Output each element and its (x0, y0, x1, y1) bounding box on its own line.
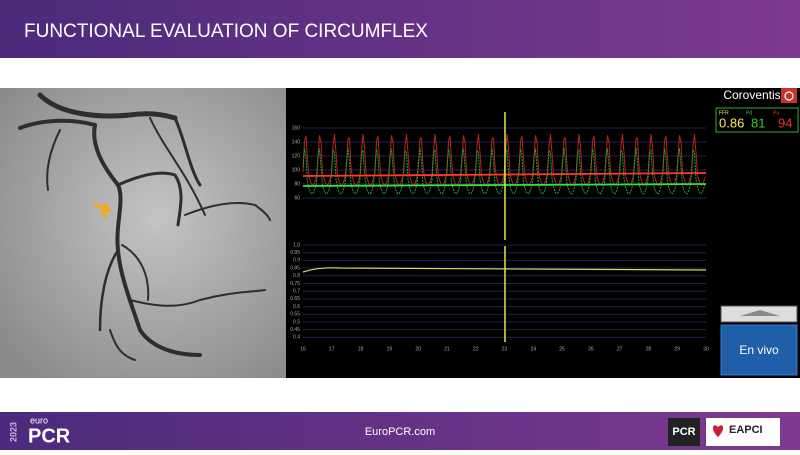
ratio-tick-label: 0.45 (290, 327, 300, 333)
time-tick-label: 30 (703, 346, 709, 352)
ratio-tick-label: 0.95 (290, 250, 300, 256)
ratio-tick-label: 0.85 (290, 265, 300, 271)
slide-title: FUNCTIONAL EVALUATION OF CIRCUMFLEX (24, 21, 428, 42)
time-tick-label: 21 (444, 346, 450, 352)
distal-trace (302, 147, 706, 195)
footer-bar (0, 412, 800, 450)
pressure-tick-label: 100 (292, 167, 301, 173)
readout-label: Pa (773, 110, 779, 116)
time-tick-label: 19 (387, 346, 393, 352)
ratio-tick-label: 0.65 (290, 296, 300, 302)
ratio-tick-label: 0.6 (293, 304, 300, 310)
ratio-tick-label: 0.8 (293, 273, 300, 279)
pcr-badge (668, 418, 700, 446)
pressure-tick-label: 140 (292, 139, 301, 145)
pressure-tick-label: 120 (292, 153, 301, 159)
power-icon (784, 91, 794, 101)
scroll-icon (740, 310, 780, 316)
readout-box (715, 107, 799, 133)
live-button[interactable] (720, 324, 798, 376)
time-tick-label: 24 (531, 346, 537, 352)
ratio-tick-label: 1.0 (293, 242, 300, 248)
brand: Coroventis (723, 88, 780, 102)
time-tick-label: 26 (588, 346, 594, 352)
footer-logo: PCR (28, 425, 71, 447)
readout-label: Pd (746, 110, 752, 116)
footer-year: 2023 (8, 422, 18, 442)
pressure-tick-label: 80 (294, 181, 300, 187)
time-tick-label: 25 (559, 346, 565, 352)
footer-site[interactable]: EuroPCR.com (365, 426, 435, 438)
ratio-trace (302, 267, 707, 273)
time-tick-label: 29 (674, 346, 680, 352)
time-tick-label: 20 (415, 346, 421, 352)
footer-logo-small: euro (30, 415, 48, 425)
live-button-label: En vivo (739, 343, 779, 357)
eapci-heart (712, 425, 724, 437)
pressure-tick-label: 160 (292, 125, 301, 131)
ratio-tick-label: 0.5 (293, 319, 300, 325)
readout-value: 81 (751, 115, 765, 130)
time-tick-label: 27 (617, 346, 623, 352)
ratio-tick-label: 0.55 (290, 312, 300, 318)
header-bar (0, 0, 800, 58)
time-tick-label: 17 (329, 346, 335, 352)
time-tick-label: 16 (300, 346, 306, 352)
pressure-tick-label: 60 (294, 195, 300, 201)
time-tick-label: 28 (646, 346, 652, 352)
monitor-screen (286, 88, 710, 378)
ratio-tick-label: 0.4 (293, 335, 300, 341)
power-button[interactable] (781, 88, 797, 103)
angiogram (0, 88, 286, 378)
time-tick-label: 18 (358, 346, 364, 352)
time-tick-label: 22 (473, 346, 479, 352)
pcr-badge-text: PCR (672, 426, 695, 438)
ratio-tick-label: 0.7 (293, 289, 300, 295)
time-tick-label: 23 (502, 346, 508, 352)
readout-value: 0.86 (719, 115, 744, 130)
ratio-tick-label: 0.75 (290, 281, 300, 287)
ratio-tick-label: 0.9 (293, 258, 300, 264)
eapci-text: EAPCI (729, 424, 763, 436)
readout-label: FFR (719, 110, 729, 116)
readout-value: 94 (778, 115, 792, 130)
